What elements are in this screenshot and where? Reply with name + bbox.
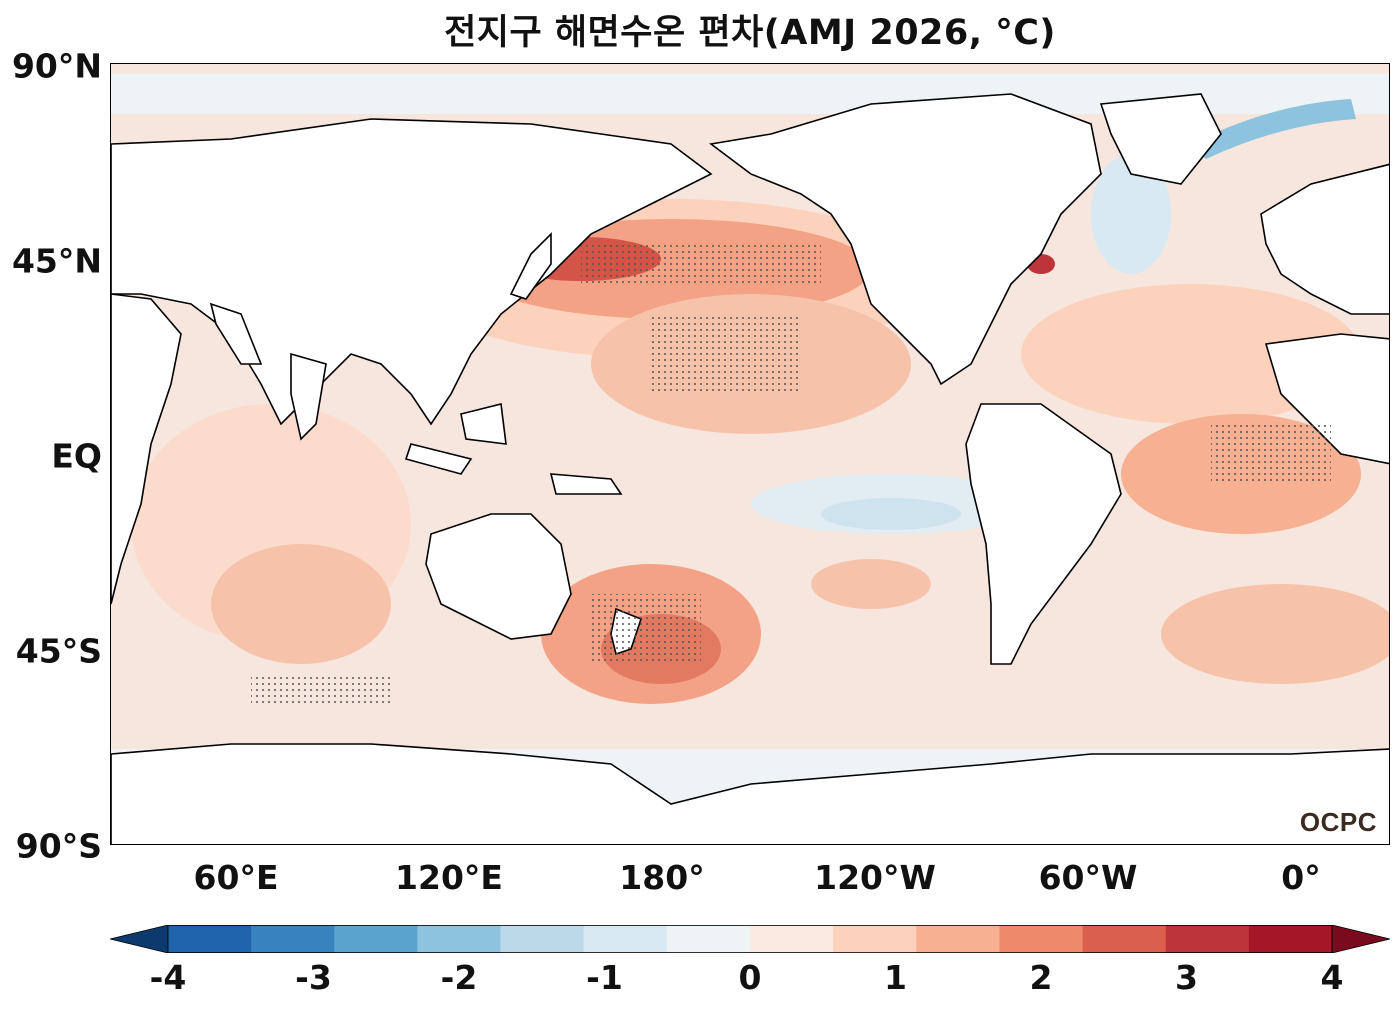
- colorbar-tick-label: -1: [586, 958, 623, 997]
- japan: [509, 232, 552, 300]
- colorbar-cells: [110, 925, 1390, 953]
- colorbar-cell: [1082, 925, 1167, 953]
- south-america: [965, 403, 1122, 665]
- lat-label-90n: 90°N: [11, 46, 102, 86]
- colorbar-cell: [334, 925, 418, 953]
- colorbar-cell: [999, 925, 1084, 953]
- stipple-tasman: [591, 594, 701, 664]
- colorbar-cell: [1248, 925, 1333, 953]
- south-pacific-warm: [811, 559, 931, 609]
- stipple-north-pacific: [581, 244, 821, 284]
- colorbar-cell: [750, 925, 834, 953]
- lon-label-120e: 120°E: [395, 858, 503, 897]
- south-indian-warm: [211, 544, 391, 664]
- lon-label-0: 0°: [1281, 858, 1321, 897]
- india: [290, 352, 327, 441]
- colorbar-cell: [251, 925, 335, 953]
- colorbar-tick-label: 3: [1175, 958, 1198, 997]
- colorbar-cell: [833, 925, 917, 953]
- sst-anomaly-map: OCPC: [110, 63, 1390, 845]
- lat-label-45n: 45°N: [11, 241, 102, 281]
- colorbar-cell: [168, 925, 252, 953]
- colorbar-tick-label: 0: [738, 958, 762, 997]
- colorbar-cell: [666, 925, 751, 953]
- antarctica: [111, 743, 1389, 844]
- sumatra-java: [404, 443, 473, 475]
- colorbar-cell: [583, 925, 668, 953]
- colorbar: [110, 925, 1390, 953]
- europe: [1260, 163, 1389, 315]
- colorbar-frame: [167, 925, 1333, 953]
- north-america: [709, 93, 1102, 386]
- significance-stipple: [251, 244, 1331, 704]
- labrador-cool: [1091, 154, 1171, 274]
- stipple-south-indian: [251, 674, 391, 704]
- eq-pacific-cooler: [821, 498, 961, 530]
- colorbar-cell: [417, 925, 502, 953]
- ocpc-logo: OCPC: [1299, 807, 1377, 837]
- colorbar-tick-label: -3: [295, 958, 332, 997]
- colorbar-tick-label: -4: [149, 958, 187, 997]
- colorbar-tick-label: 1: [884, 958, 907, 997]
- north-atlantic-warm: [1021, 284, 1361, 424]
- west-africa: [1264, 333, 1389, 465]
- colorbar-tick-label: -2: [440, 958, 478, 997]
- australia: [425, 513, 572, 640]
- colorbar-cell: [916, 925, 1000, 953]
- colorbar-cell: [1165, 925, 1250, 953]
- south-atlantic-warm: [1161, 584, 1389, 684]
- map-title: 전지구 해면수온 편차(AMJ 2026, °C): [444, 13, 1056, 53]
- colorbar-tick-label: 2: [1029, 958, 1053, 997]
- greenland: [1099, 93, 1222, 185]
- map-canvas: [111, 64, 1389, 844]
- lat-label-45s: 45°S: [15, 631, 102, 671]
- arabia: [209, 302, 263, 365]
- stipple-central-pacific: [651, 314, 801, 394]
- lat-label-eq: EQ: [51, 436, 102, 476]
- land: [111, 93, 1389, 844]
- africa-east: [111, 293, 182, 605]
- colorbar-cell: [500, 925, 585, 953]
- greenland-cool-strip: [1191, 99, 1356, 159]
- lon-label-180: 180°: [619, 858, 705, 897]
- borneo: [460, 403, 507, 445]
- new-guinea: [549, 473, 623, 495]
- colorbar-tick-label: 4: [1320, 958, 1344, 997]
- colorbar-extend-low: [110, 925, 169, 953]
- lon-label-60w: 60°W: [1038, 858, 1138, 897]
- colorbar-extend-high: [1331, 925, 1390, 953]
- lon-label-120w: 120°W: [814, 858, 936, 897]
- stipple-atlantic: [1211, 424, 1331, 484]
- lat-label-90s: 90°S: [15, 826, 102, 866]
- lon-label-60e: 60°E: [193, 858, 279, 897]
